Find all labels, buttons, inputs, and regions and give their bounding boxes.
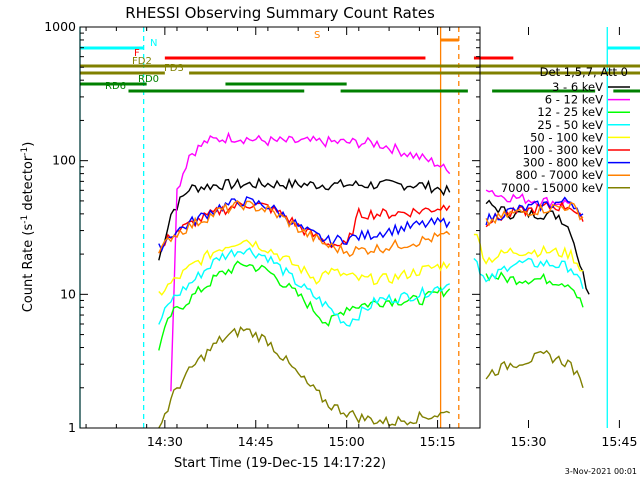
x-axis: 14:30 14:45 15:00 15:15 15:30 15:45 <box>85 27 637 449</box>
y-tick-label-2: 100 <box>52 153 76 168</box>
legend-label-1: 6 - 12 keV <box>545 93 603 107</box>
x-tick-label-2: 15:00 <box>329 434 365 449</box>
flag-label-rd6: RD6 <box>105 81 126 92</box>
x-tick-label-5: 15:45 <box>601 434 637 449</box>
series-line-2-seg-1 <box>485 271 584 308</box>
y-tick-label-1: 10 <box>60 286 76 301</box>
series-line-4-seg-1 <box>473 233 584 272</box>
series-line-7-seg-1 <box>485 201 584 227</box>
x-tick-label-4: 15:30 <box>510 434 546 449</box>
flag-label-s: S <box>314 30 320 41</box>
legend-label-0: 3 - 6 keV <box>552 80 603 94</box>
series-line-4-seg-0 <box>158 239 451 296</box>
x-tick-label-1: 14:45 <box>238 434 274 449</box>
series-line-6-seg-1 <box>485 196 584 226</box>
y-axis: 1 10 100 1000 <box>44 19 480 435</box>
series-line-0-seg-0 <box>158 177 451 261</box>
x-axis-label: Start Time (19-Dec-15 14:17:22) <box>174 456 386 471</box>
x-tick-label-3: 15:15 <box>420 434 456 449</box>
series-line-3-seg-1 <box>473 257 584 289</box>
series-line-0-seg-1 <box>485 199 590 295</box>
flag-label-n: N <box>150 38 157 49</box>
series-line-1-seg-0 <box>170 131 451 392</box>
flag-label-fd2: FD2 <box>132 56 152 67</box>
series-line-5-seg-0 <box>158 200 451 254</box>
y-tick-label-0: 1 <box>68 420 76 435</box>
series-line-8-seg-1 <box>485 349 584 389</box>
flag-label-fd3: FD3 <box>164 63 184 74</box>
series-line-7-seg-0 <box>158 200 451 258</box>
y-tick-label-3: 1000 <box>44 19 76 34</box>
legend-label-6: 300 - 800 keV <box>523 156 603 170</box>
footer-date: 3-Nov-2021 00:01 <box>565 467 637 476</box>
y-axis-label: Count Rate (s-1 detector-1) <box>20 142 36 313</box>
legend-label-7: 800 - 7000 keV <box>515 168 603 182</box>
legend-label-2: 12 - 25 keV <box>537 105 603 119</box>
plot-frame <box>79 26 481 429</box>
legend-label-5: 100 - 300 keV <box>523 143 603 157</box>
legend-label-8: 7000 - 15000 keV <box>501 181 603 195</box>
legend-title: Det 1,5,7, Att 0 <box>540 65 628 79</box>
series-line-1-seg-1 <box>485 189 571 209</box>
series-line-2-seg-0 <box>158 260 451 351</box>
x-tick-label-0: 14:30 <box>147 434 183 449</box>
chart-title: RHESSI Observing Summary Count Rates <box>125 4 435 22</box>
flag-label-f: F <box>134 48 140 59</box>
flag-label-rd0: RD0 <box>138 74 159 85</box>
series-line-3-seg-0 <box>158 247 450 327</box>
legend-label-4: 50 - 100 keV <box>530 130 603 144</box>
series-layer <box>158 131 590 429</box>
series-line-8-seg-0 <box>158 325 450 429</box>
legend-label-3: 25 - 50 keV <box>537 118 603 132</box>
